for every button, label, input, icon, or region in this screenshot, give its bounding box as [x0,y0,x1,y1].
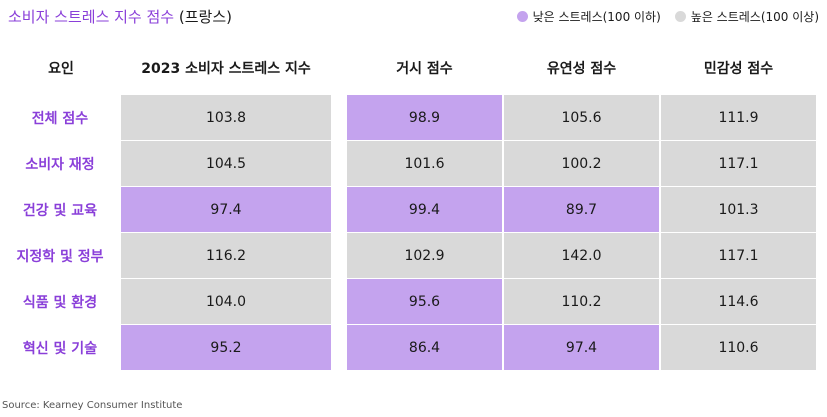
legend-item-high: 높은 스트레스(100 이상) [674,8,819,25]
row-label: 혁신 및 기술 [22,341,98,357]
cell-flexibility: 142.0 [504,233,659,278]
table-row: 지정학 및 정부 116.2 102.9 142.0 117.1 [0,233,827,279]
cell-sensitivity: 111.9 [661,95,816,140]
cell-macro: 101.6 [347,141,502,186]
cell-flexibility: 105.6 [504,95,659,140]
header-sensitivity: 민감성 점수 [703,61,774,77]
legend-label-low: 낮은 스트레스(100 이하) [532,10,661,24]
table-row: 건강 및 교육 97.4 99.4 89.7 101.3 [0,187,827,233]
chart-title-main: 소비자 스트레스 지수 점수 [8,8,175,26]
cell-flexibility: 89.7 [504,187,659,232]
cell-index: 104.5 [121,141,331,186]
cell-index: 95.2 [121,325,331,370]
table-row: 식품 및 환경 104.0 95.6 110.2 114.6 [0,279,827,325]
row-label: 소비자 재정 [25,157,95,173]
header-flexibility: 유연성 점수 [546,61,617,77]
header-index: 2023 소비자 스트레스 지수 [141,61,311,77]
table-row: 전체 점수 103.8 98.9 105.6 111.9 [0,95,827,141]
cell-sensitivity: 114.6 [661,279,816,324]
cell-flexibility: 110.2 [504,279,659,324]
header-factor: 요인 [48,61,74,77]
cell-macro: 102.9 [347,233,502,278]
chart-title-suffix: (프랑스) [178,8,232,26]
cell-index: 97.4 [121,187,331,232]
row-label: 전체 점수 [31,111,89,127]
cell-sensitivity: 101.3 [661,187,816,232]
cell-sensitivity: 110.6 [661,325,816,370]
chart-title: 소비자 스트레스 지수 점수 (프랑스) [8,6,232,27]
legend-swatch-low [516,11,528,22]
cell-index: 103.8 [121,95,331,140]
table-header: 요인 2023 소비자 스트레스 지수 거시 점수 유연성 점수 민감성 점수 [0,58,827,86]
row-label: 지정학 및 정부 [16,249,104,265]
cell-index: 116.2 [121,233,331,278]
cell-sensitivity: 117.1 [661,141,816,186]
cell-macro: 86.4 [347,325,502,370]
row-label: 건강 및 교육 [22,203,98,219]
table-row: 소비자 재정 104.5 101.6 100.2 117.1 [0,141,827,187]
legend: 낮은 스트레스(100 이하) 높은 스트레스(100 이상) [516,8,819,25]
legend-label-high: 높은 스트레스(100 이상) [690,10,819,24]
legend-item-low: 낮은 스트레스(100 이하) [516,8,661,25]
cell-macro: 98.9 [347,95,502,140]
legend-swatch-high [674,11,686,22]
row-label: 식품 및 환경 [22,295,98,311]
table-row: 혁신 및 기술 95.2 86.4 97.4 110.6 [0,325,827,371]
cell-index: 104.0 [121,279,331,324]
cell-flexibility: 97.4 [504,325,659,370]
cell-sensitivity: 117.1 [661,233,816,278]
source-note: Source: Kearney Consumer Institute [2,400,183,411]
header-macro: 거시 점수 [396,61,453,77]
cell-macro: 95.6 [347,279,502,324]
cell-flexibility: 100.2 [504,141,659,186]
cell-macro: 99.4 [347,187,502,232]
